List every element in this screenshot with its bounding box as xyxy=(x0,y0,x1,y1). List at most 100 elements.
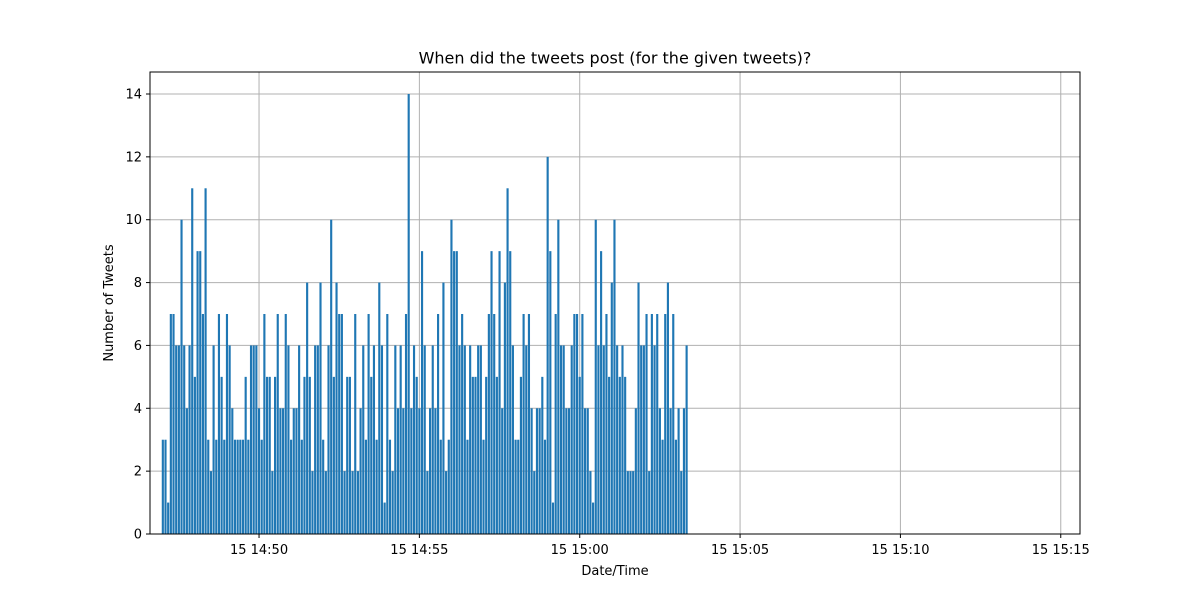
bar xyxy=(396,408,400,534)
bar xyxy=(383,502,386,534)
bar xyxy=(458,345,461,534)
bar xyxy=(629,471,632,534)
bar xyxy=(634,408,637,534)
bar xyxy=(236,439,239,534)
bar xyxy=(391,471,394,534)
bar xyxy=(514,439,517,534)
bar xyxy=(209,471,212,534)
bar xyxy=(594,219,597,534)
bar xyxy=(501,408,504,534)
bar xyxy=(201,314,204,534)
bar xyxy=(380,345,384,534)
bar xyxy=(431,345,434,534)
bar xyxy=(682,408,686,534)
bar xyxy=(274,376,277,534)
bar xyxy=(164,439,167,534)
bar xyxy=(485,376,488,534)
bar xyxy=(351,471,354,534)
bar xyxy=(455,251,458,534)
bar xyxy=(592,502,595,534)
bar xyxy=(220,376,223,534)
bar xyxy=(549,251,552,534)
bar xyxy=(276,314,279,534)
bar xyxy=(538,408,541,534)
bar xyxy=(241,439,245,534)
bar xyxy=(212,345,215,534)
bar xyxy=(442,282,445,534)
bar xyxy=(477,345,480,534)
bar xyxy=(648,471,651,534)
bar xyxy=(672,314,675,534)
bar xyxy=(303,376,306,534)
bar xyxy=(316,345,319,534)
bar xyxy=(239,439,242,534)
bar xyxy=(509,251,512,534)
bar xyxy=(346,376,349,534)
bar xyxy=(204,188,207,535)
bar xyxy=(487,314,490,534)
bar xyxy=(656,314,659,534)
bar xyxy=(581,314,584,534)
bar xyxy=(650,314,653,534)
bar xyxy=(519,376,522,534)
bar xyxy=(527,314,531,534)
bar xyxy=(541,376,544,534)
bar xyxy=(225,314,229,534)
bar xyxy=(554,314,557,534)
bar xyxy=(172,314,175,534)
bar xyxy=(589,471,592,534)
x-tick-label: 15 15:10 xyxy=(871,543,929,558)
bar xyxy=(551,502,555,534)
bar xyxy=(244,376,247,534)
x-tick-label: 15 15:15 xyxy=(1032,543,1090,558)
y-tick-label: 10 xyxy=(125,213,142,228)
bar xyxy=(570,345,573,534)
bar xyxy=(461,314,464,534)
bar xyxy=(354,314,357,534)
bar xyxy=(407,94,410,534)
bar xyxy=(265,376,269,534)
bar xyxy=(199,251,202,534)
bar xyxy=(231,408,234,534)
bar xyxy=(255,345,258,534)
bar xyxy=(415,376,418,534)
bar xyxy=(223,439,226,534)
bar xyxy=(522,314,525,534)
bar xyxy=(188,345,191,534)
bar xyxy=(167,502,170,534)
bar xyxy=(640,345,643,534)
bar xyxy=(311,471,314,534)
bar xyxy=(677,408,680,534)
bar xyxy=(327,345,330,534)
bar xyxy=(284,314,287,534)
bar xyxy=(600,251,603,534)
bar xyxy=(685,345,688,534)
bar xyxy=(308,376,311,534)
grid-lines xyxy=(150,72,1080,535)
bar xyxy=(597,345,600,534)
bar xyxy=(543,439,547,534)
bar xyxy=(300,439,303,534)
x-axis-label: Date/Time xyxy=(581,564,648,579)
bar xyxy=(557,219,560,534)
bar xyxy=(453,251,456,534)
bar xyxy=(217,314,221,534)
bar xyxy=(429,408,432,534)
bar xyxy=(340,314,343,534)
bar xyxy=(632,471,635,534)
bar xyxy=(533,471,536,534)
bar xyxy=(228,345,231,534)
y-tick-label: 14 xyxy=(125,88,142,103)
bar xyxy=(437,314,440,534)
bar xyxy=(469,345,472,534)
y-axis-ticks: 0 2 4 6 8 10 12 14 xyxy=(125,88,150,543)
bar xyxy=(410,408,413,534)
bar xyxy=(394,345,397,534)
bar xyxy=(642,345,645,534)
bar xyxy=(565,408,568,534)
bar xyxy=(319,282,322,534)
bar xyxy=(257,408,261,534)
bar xyxy=(180,219,183,534)
bar xyxy=(608,376,611,534)
